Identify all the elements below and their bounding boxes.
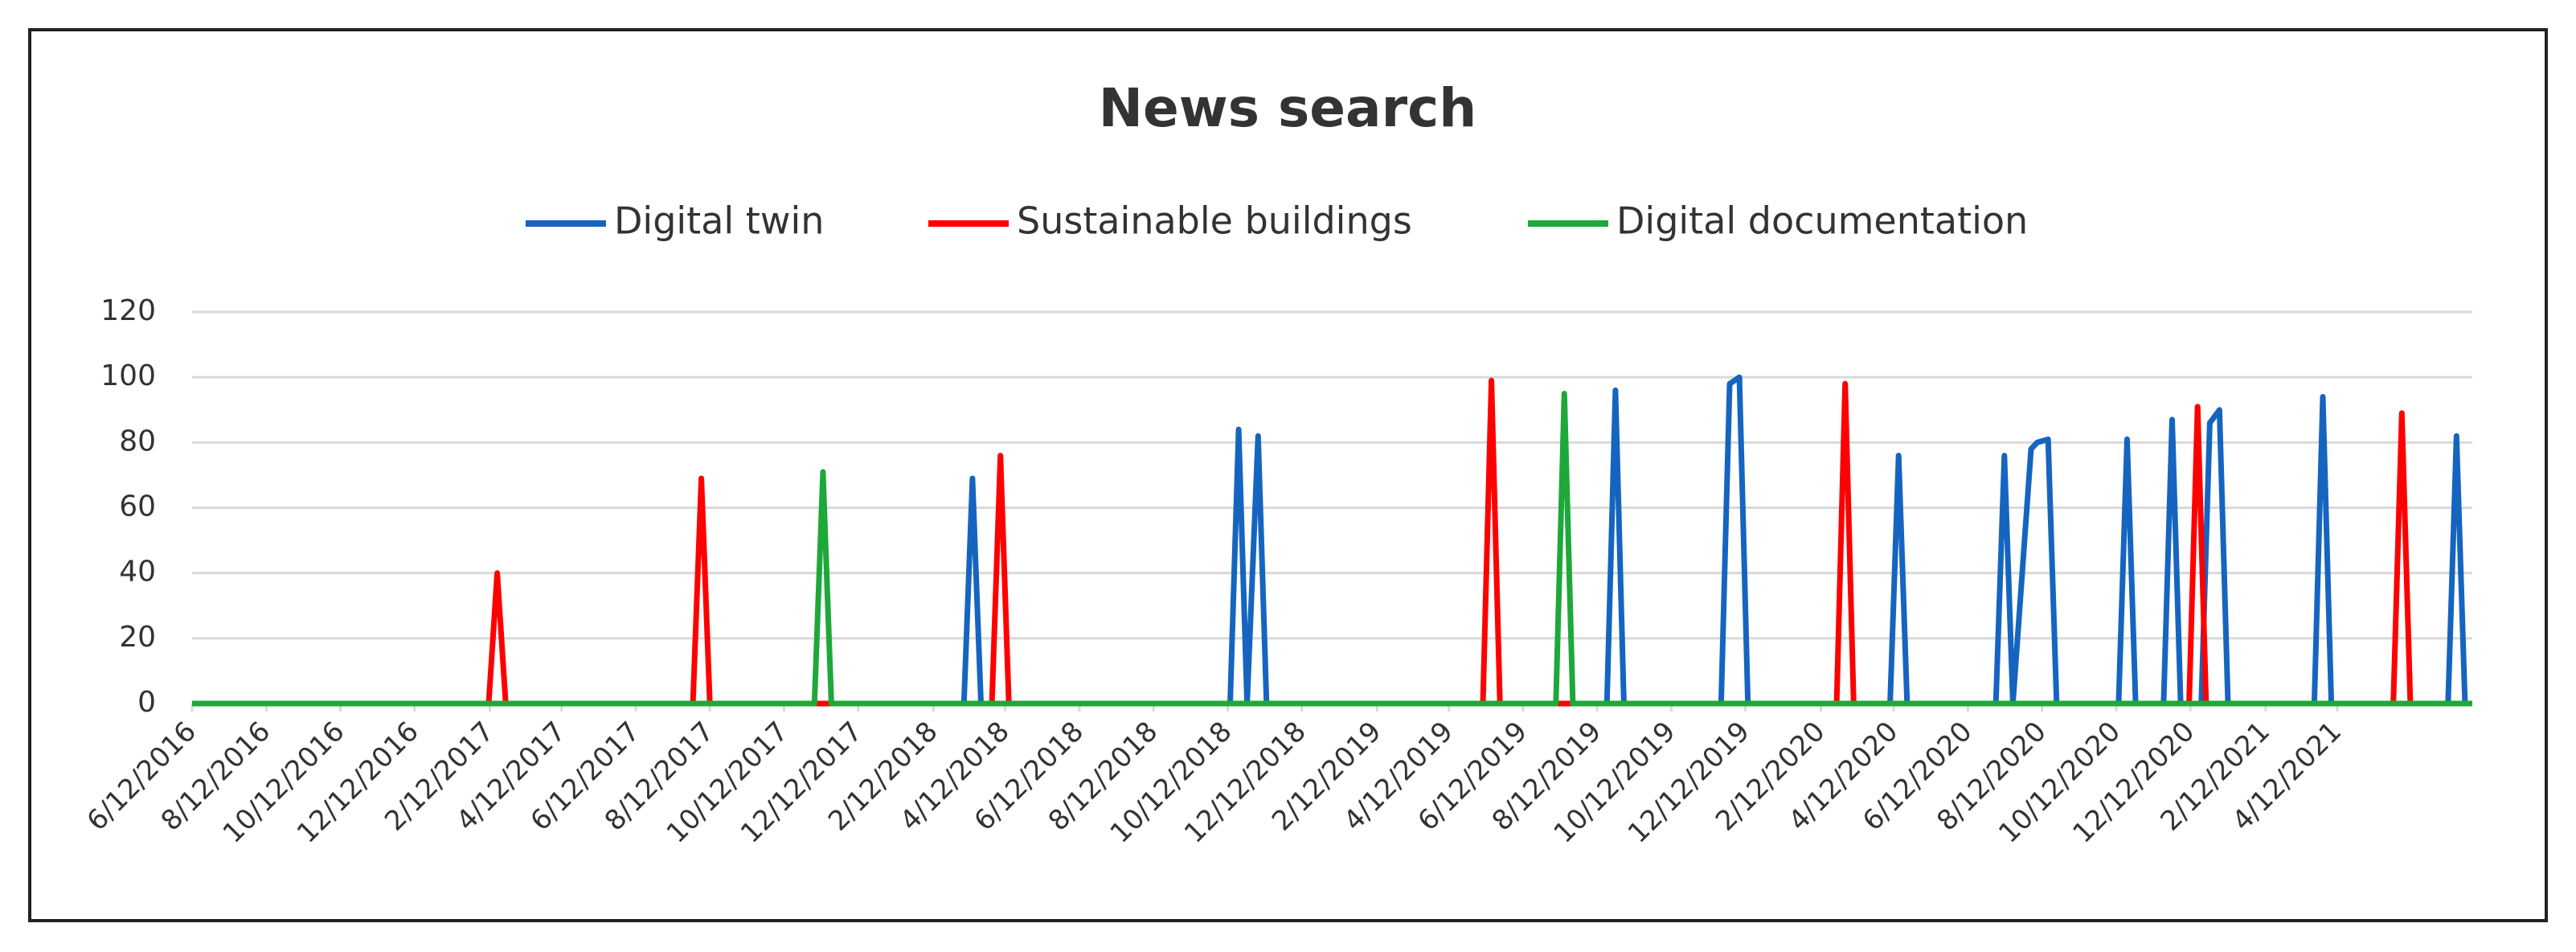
y-tick-label: 100 (100, 359, 156, 392)
legend-label: Digital documentation (1616, 199, 2028, 243)
legend-label: Sustainable buildings (1017, 199, 1412, 243)
series-line (192, 391, 2472, 707)
legend-label: Digital twin (614, 199, 824, 243)
y-tick-label: 120 (100, 294, 156, 327)
y-tick-label: 20 (119, 621, 156, 654)
y-tick-label: 40 (119, 556, 156, 589)
chart-title: News search (1099, 77, 1476, 139)
y-tick-label: 80 (119, 425, 156, 458)
y-tick-label: 0 (137, 686, 156, 719)
y-tick-label: 60 (119, 490, 156, 523)
